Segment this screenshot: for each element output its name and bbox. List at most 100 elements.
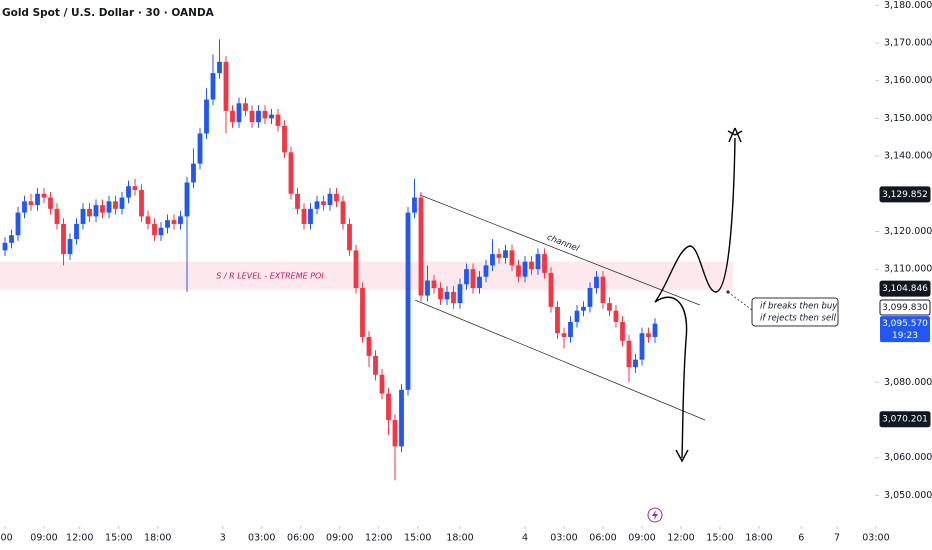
candle-body xyxy=(9,235,14,243)
note-anchor xyxy=(726,290,730,294)
x-tick-label: 03:00 xyxy=(862,533,889,544)
candle-body xyxy=(249,110,255,123)
candle-body xyxy=(41,193,47,198)
x-tick-label: 18:00 xyxy=(144,533,171,544)
x-tick-label: 4 xyxy=(522,533,528,544)
candle-body xyxy=(438,288,443,300)
x-tick-label: 09:00 xyxy=(326,533,353,544)
candle-body xyxy=(373,355,378,375)
note-text: if rejects then sell xyxy=(760,314,837,324)
candle-body xyxy=(425,280,430,296)
candle-body xyxy=(327,193,333,206)
candle-body xyxy=(470,269,476,289)
candle-body xyxy=(152,223,157,236)
candle-body xyxy=(405,212,411,390)
candle-body xyxy=(223,61,229,111)
y-tick-label: 3,050.000 xyxy=(884,490,932,501)
candle-body xyxy=(93,205,99,217)
sell-arrowhead xyxy=(675,449,689,463)
candle-body xyxy=(529,261,534,270)
x-tick-label: 06:00 xyxy=(287,533,314,544)
candle-body xyxy=(412,197,417,213)
candle-body xyxy=(464,269,469,285)
candle-body xyxy=(295,193,300,209)
candle-body xyxy=(561,333,567,338)
sell-arrow xyxy=(654,296,688,459)
candle-body xyxy=(509,250,515,266)
candle-body xyxy=(197,133,203,164)
candle-body xyxy=(360,288,365,338)
price-label: 3,129.852 xyxy=(882,190,928,200)
candle-body xyxy=(165,220,170,228)
candle-body xyxy=(321,201,326,206)
candle-body xyxy=(2,242,8,251)
buy-arrow xyxy=(654,137,736,303)
x-tick-label: 06:00 xyxy=(589,533,616,544)
candle-body xyxy=(178,216,183,224)
x-tick-label: 03:00 xyxy=(550,533,577,544)
note-text: if breaks then buy xyxy=(760,302,838,312)
candle-body xyxy=(48,197,53,209)
candle-body xyxy=(652,323,658,338)
candle-body xyxy=(28,201,34,206)
candle-body xyxy=(80,208,86,224)
candle-body xyxy=(282,125,287,153)
candle-body xyxy=(236,103,242,123)
channel-line xyxy=(414,299,706,421)
candle-body xyxy=(132,186,138,191)
y-tick-label: 3,110.000 xyxy=(884,264,932,275)
candle-body xyxy=(262,110,268,119)
candle-body xyxy=(139,190,144,217)
candle-body xyxy=(210,73,216,100)
candle-body xyxy=(366,337,372,356)
candle-body xyxy=(61,223,66,255)
candle-body xyxy=(483,265,489,277)
price-label-bg xyxy=(879,280,931,297)
x-tick-label: 6 xyxy=(798,533,804,544)
y-tick-label: 3,140.000 xyxy=(884,151,932,162)
x-tick-label: 15:00 xyxy=(404,533,431,544)
countdown: 19:23 xyxy=(892,331,918,341)
candle-body xyxy=(334,193,339,202)
price-label-bg xyxy=(879,299,931,316)
chart-title: Gold Spot / U.S. Dollar · 30 · OANDA xyxy=(2,7,215,19)
candle-body xyxy=(256,110,261,123)
candle-body xyxy=(431,280,437,289)
candle-body xyxy=(548,272,554,307)
candle-body xyxy=(22,201,27,213)
candle-body xyxy=(477,276,482,289)
candle-body xyxy=(399,389,404,447)
zone-label: S / R LEVEL - EXTREME POI xyxy=(216,271,324,280)
last-price-bg xyxy=(880,316,930,343)
candle-body xyxy=(269,114,274,119)
candle-body xyxy=(587,288,593,307)
price-label-bg xyxy=(879,186,931,203)
candle-body xyxy=(340,201,346,224)
y-tick-label: 3,180.000 xyxy=(884,0,932,11)
y-tick-label: 3,160.000 xyxy=(884,75,932,86)
candle-body xyxy=(392,419,398,447)
candle-body xyxy=(217,61,222,74)
candle-body xyxy=(490,254,495,266)
candle-body xyxy=(418,197,424,296)
x-tick-label: 15:00 xyxy=(706,533,733,544)
candle-body xyxy=(67,239,73,255)
x-tick-label: 03:00 xyxy=(248,533,275,544)
candle-body xyxy=(646,333,651,338)
price-label-bg xyxy=(879,411,931,428)
candle-body xyxy=(113,201,118,209)
candle-body xyxy=(288,152,294,194)
price-scale-bg xyxy=(876,0,932,550)
candle-body xyxy=(496,254,502,258)
candle-body xyxy=(308,208,313,224)
candle-body xyxy=(35,193,40,206)
x-tick-label: 09:00 xyxy=(30,533,57,544)
candle-body xyxy=(126,186,131,198)
candle-body xyxy=(457,284,463,304)
candle-body xyxy=(379,374,385,394)
y-tick-label: 3,150.000 xyxy=(884,113,932,124)
candle-body xyxy=(522,261,528,277)
event-icon-bolt xyxy=(652,510,658,520)
